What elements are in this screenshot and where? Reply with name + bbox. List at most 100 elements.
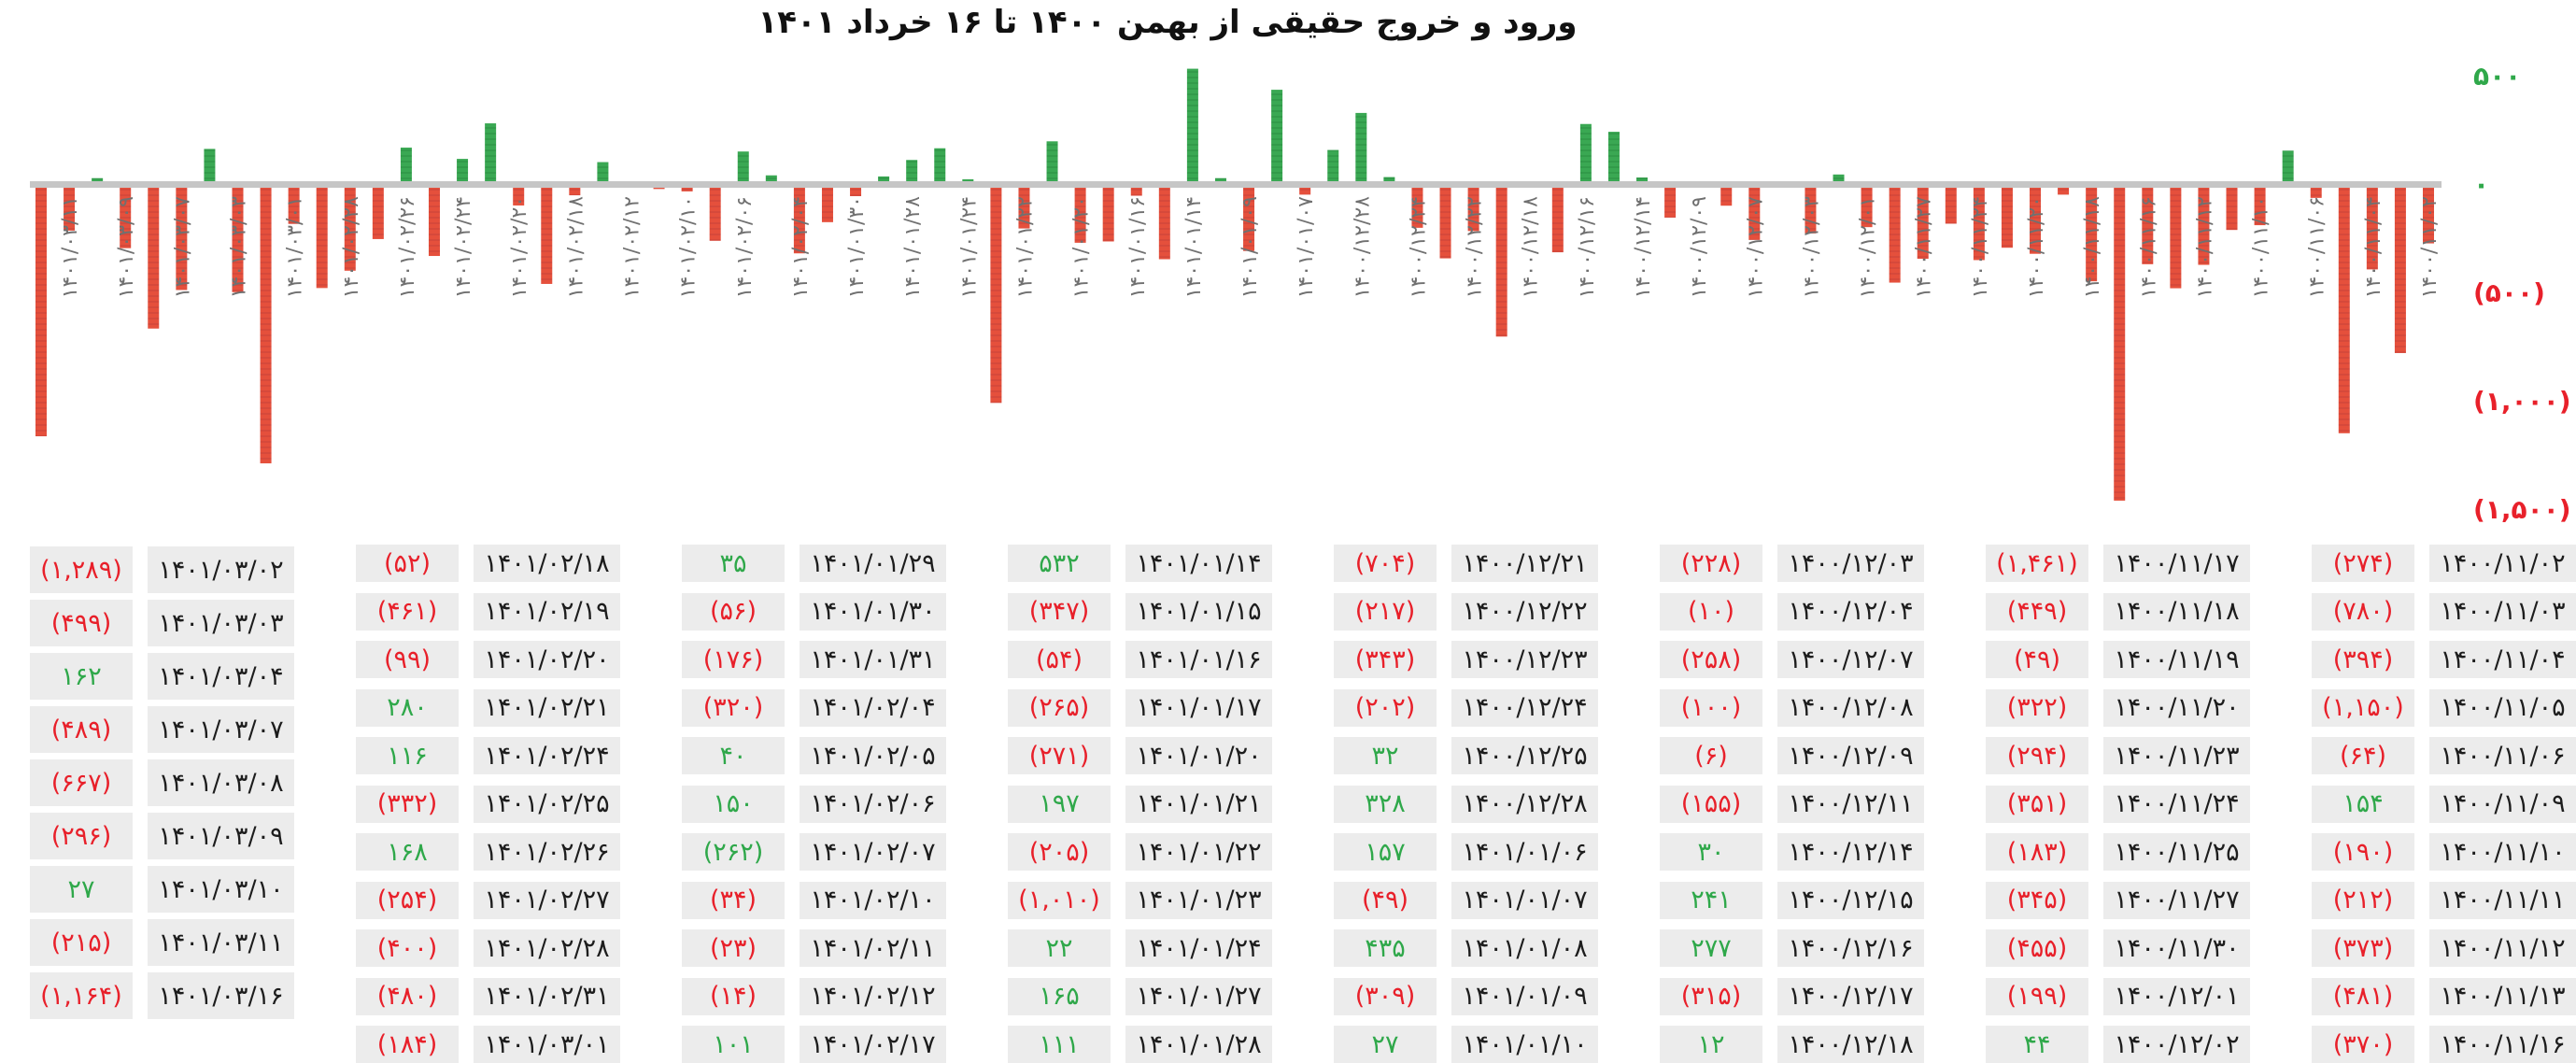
date-cell: ۱۴۰۰/۱۱/۱۲ — [2429, 929, 2576, 967]
bar-76 — [288, 184, 300, 224]
bar-68 — [513, 184, 525, 206]
value-cell: ۳۰ — [1660, 833, 1762, 871]
x-tick-label: ۱۴۰۰/۱۲/۲۴ — [1407, 196, 1430, 298]
date-cell: ۱۴۰۱/۰۲/۰۶ — [800, 785, 946, 823]
date-cell: ۱۴۰۰/۱۲/۲۳ — [1451, 641, 1598, 678]
bar-77 — [260, 184, 272, 464]
value-cell: (۲۱۷) — [1334, 592, 1437, 631]
bar-20 — [1861, 184, 1873, 228]
x-tick-label: ۱۴۰۱/۰۲/۱۰ — [677, 196, 701, 298]
x-tick-label: ۱۴۰۰/۱۱/۱۶ — [2137, 196, 2160, 298]
date-cell: ۱۴۰۱/۰۱/۰۷ — [1451, 881, 1598, 919]
date-cell: ۱۴۰۱/۰۱/۰۶ — [1451, 833, 1598, 871]
value-cell: (۴۰۰) — [356, 929, 459, 967]
y-tick-label: ۰ — [2473, 169, 2489, 200]
x-tick-label: ۱۴۰۰/۱۲/۱۸ — [1520, 196, 1543, 299]
value-cell: (۲۷۱) — [1008, 737, 1111, 774]
value-cell: (۱,۲۸۹) — [30, 546, 133, 593]
value-cell: (۲۵۴) — [356, 881, 459, 919]
date-cell: ۱۴۰۰/۱۲/۲۴ — [1451, 688, 1598, 727]
value-cell: ۲۷ — [1334, 1026, 1437, 1063]
date-cell: ۱۴۰۱/۰۱/۲۱ — [1125, 785, 1272, 823]
date-cell: ۱۴۰۰/۱۲/۲۲ — [1451, 592, 1598, 631]
bar-10 — [2142, 184, 2154, 264]
bar-67 — [541, 184, 553, 284]
bar-13 — [2058, 184, 2070, 195]
bar-59 — [765, 175, 777, 184]
value-cell: (۶۶۷) — [30, 759, 133, 806]
bar-34 — [1467, 184, 1479, 232]
value-cell: (۲۷۴) — [2312, 545, 2414, 582]
x-tick-label: ۱۴۰۱/۰۱/۰۷ — [1295, 196, 1318, 299]
value-cell: ۲۷ — [30, 866, 133, 913]
bar-30 — [1579, 123, 1592, 184]
bar-25 — [1720, 184, 1733, 206]
bar-53 — [934, 148, 946, 184]
y-tick-labels: ۵۰۰ ۰ (۵۰۰) (۱,۰۰۰) (۱,۵۰۰) — [2473, 61, 2571, 525]
date-cell: ۱۴۰۰/۱۱/۰۵ — [2429, 688, 2576, 727]
date-cell: ۱۴۰۰/۱۱/۲۷ — [2103, 881, 2250, 919]
value-cell: ۵۳۲ — [1008, 545, 1111, 582]
bar-18 — [1917, 184, 1929, 260]
value-cell: (۴۵۵) — [1986, 929, 2088, 967]
bar-17 — [1945, 184, 1957, 224]
date-cell: ۱۴۰۰/۱۱/۲۰ — [2103, 688, 2250, 727]
date-cell: ۱۴۰۰/۱۱/۳۰ — [2103, 929, 2250, 967]
x-tick-label: ۱۴۰۰/۱۲/۰۳ — [1800, 196, 1823, 299]
bar-0 — [2423, 184, 2434, 244]
date-cell: ۱۴۰۱/۰۱/۱۴ — [1125, 545, 1272, 582]
bar-41 — [1271, 90, 1283, 184]
x-tick-label: ۱۴۰۱/۰۲/۱۲ — [620, 196, 644, 298]
value-cell: (۲۹۴) — [1986, 737, 2088, 774]
date-cell: ۱۴۰۱/۰۱/۳۰ — [800, 592, 946, 631]
value-cell: ۴۴ — [1986, 1026, 2088, 1063]
value-cell: (۶) — [1660, 737, 1762, 774]
value-cell: (۲۱۵) — [30, 919, 133, 966]
date-cell: ۱۴۰۰/۱۲/۰۳ — [1777, 545, 1924, 582]
x-tick-label: ۱۴۰۱/۰۳/۰۷ — [171, 196, 194, 299]
date-cell: ۱۴۰۱/۰۲/۰۷ — [800, 833, 946, 871]
date-cell: ۱۴۰۰/۱۱/۱۶ — [2429, 1026, 2576, 1063]
bar-36 — [1411, 184, 1423, 228]
bar-12 — [2086, 184, 2098, 282]
date-cell: ۱۴۰۱/۰۳/۰۲ — [148, 546, 294, 593]
bar-79 — [204, 149, 216, 184]
date-cell: ۱۴۰۰/۱۱/۰۲ — [2429, 545, 2576, 582]
value-cell: ۱۶۵ — [1008, 977, 1111, 1015]
bar-21 — [1833, 174, 1845, 184]
x-tick-label: ۱۴۰۰/۱۱/۰۴ — [2362, 196, 2385, 298]
date-cell: ۱۴۰۱/۰۲/۲۶ — [474, 833, 620, 871]
value-cell: (۱۰) — [1660, 592, 1762, 631]
date-cell: ۱۴۰۱/۰۱/۲۸ — [1125, 1026, 1272, 1063]
value-cell: (۱۹۰) — [2312, 833, 2414, 871]
date-cell: ۱۴۰۱/۰۱/۱۵ — [1125, 592, 1272, 631]
bar-15 — [2001, 184, 2013, 248]
value-cell: (۱۸۳) — [1986, 833, 2088, 871]
value-cell: (۵۲) — [356, 545, 459, 582]
value-cell: (۲۱۲) — [2312, 881, 2414, 919]
value-cell: (۴۹) — [1986, 641, 2088, 678]
date-cell: ۱۴۰۰/۱۱/۱۳ — [2429, 977, 2576, 1015]
date-cell: ۱۴۰۱/۰۲/۱۸ — [474, 545, 620, 582]
date-cell: ۱۴۰۰/۱۲/۰۷ — [1777, 641, 1924, 678]
date-cell: ۱۴۰۱/۰۲/۲۴ — [474, 737, 620, 774]
x-tick-label: ۱۴۰۱/۰۲/۰۴ — [789, 196, 813, 298]
bar-1 — [2394, 184, 2406, 353]
value-cell: ۱۶۸ — [356, 833, 459, 871]
date-cell: ۱۴۰۱/۰۳/۰۴ — [148, 653, 294, 700]
bar-40 — [1299, 184, 1311, 195]
date-cell: ۱۴۰۱/۰۱/۱۷ — [1125, 688, 1272, 727]
bar-70 — [457, 159, 469, 184]
bar-5 — [2282, 150, 2294, 184]
value-cell: (۴۸۹) — [30, 706, 133, 753]
date-cell: ۱۴۰۱/۰۲/۱۹ — [474, 592, 620, 631]
date-cell: ۱۴۰۰/۱۱/۲۳ — [2103, 737, 2250, 774]
date-cell: ۱۴۰۰/۱۲/۰۲ — [2103, 1026, 2250, 1063]
date-cell: ۱۴۰۱/۰۳/۰۷ — [148, 706, 294, 753]
bar-27 — [1664, 184, 1677, 218]
date-cell: ۱۴۰۰/۱۱/۱۹ — [2103, 641, 2250, 678]
bar-37 — [1383, 177, 1395, 184]
value-cell: ۱۰۱ — [682, 1026, 785, 1063]
value-cell: (۳۳۲) — [356, 785, 459, 823]
date-cell: ۱۴۰۱/۰۲/۲۸ — [474, 929, 620, 967]
